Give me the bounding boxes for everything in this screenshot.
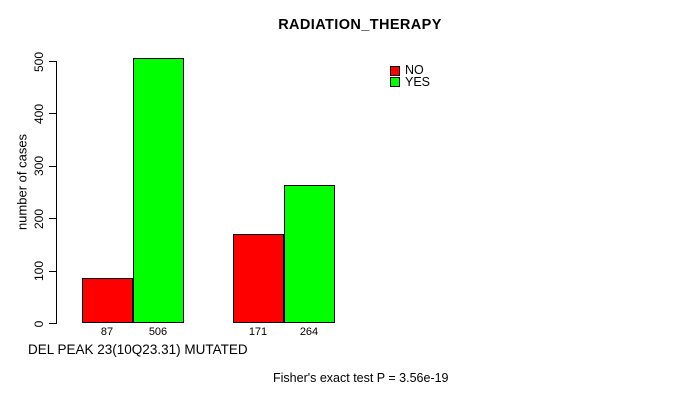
y-tick-label: 300 [32, 156, 46, 177]
y-tick-label: 200 [32, 208, 46, 229]
fisher-test-annotation: Fisher's exact test P = 3.56e-19 [273, 371, 449, 385]
y-tick-mark [49, 270, 56, 272]
y-tick-mark [49, 113, 56, 115]
legend: NO YES [390, 63, 431, 89]
y-tick-label: 0 [32, 320, 46, 327]
bar-no-group2 [232, 233, 284, 324]
x-axis-label: DEL PEAK 23(10Q23.31) MUTATED [28, 342, 248, 357]
y-tick-label: 500 [32, 51, 46, 72]
legend-item-no: NO [390, 63, 430, 78]
bar-value-label: 506 [148, 326, 168, 338]
bar-value-label: 171 [248, 326, 268, 338]
legend-swatch-no [390, 65, 400, 76]
legend-item-yes: YES [390, 74, 431, 89]
chart-title: RADIATION_THERAPY [278, 17, 442, 33]
y-axis-label: number of cases [14, 133, 30, 231]
y-tick-mark [49, 218, 56, 220]
legend-label: NO [405, 63, 424, 78]
bar-yes-group1 [132, 58, 184, 324]
y-tick-label: 100 [32, 261, 46, 282]
bar-value-label: 87 [100, 326, 114, 338]
y-tick-mark [49, 61, 56, 62]
y-tick-mark [49, 165, 56, 167]
legend-label: YES [405, 74, 431, 89]
bar-value-label: 264 [299, 326, 319, 338]
bar-yes-group2 [283, 185, 335, 324]
bar-no-group1 [81, 277, 133, 324]
y-tick-mark [49, 323, 56, 324]
y-axis [56, 61, 57, 324]
y-tick-label: 400 [32, 103, 46, 124]
legend-swatch-yes [390, 77, 400, 88]
